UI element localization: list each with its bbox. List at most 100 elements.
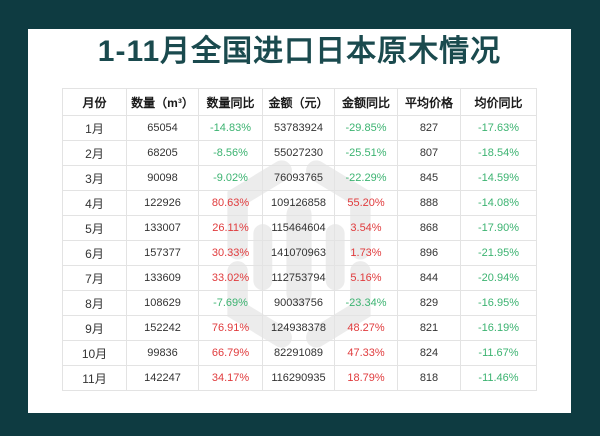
amount-yoy-cell: 5.16% — [334, 265, 398, 291]
import-table: 月份 数量（m³） 数量同比 金额（元） 金额同比 平均价格 均价同比 1月 65054 -14… — [62, 88, 537, 391]
avg-price-cell: 896 — [397, 240, 461, 266]
amount-cell: 109126858 — [262, 190, 335, 216]
avg-price-yoy-cell: -18.54% — [460, 140, 537, 166]
table-row: 6月 157377 30.33% 141070963 1.73% 896 -21.95% — [62, 240, 537, 266]
amount-cell: 124938378 — [262, 315, 335, 341]
page-title: 1-11月全国进口日本原木情况 — [97, 35, 502, 68]
avg-price-yoy-cell: -14.08% — [460, 190, 537, 216]
amount-yoy-cell: 47.33% — [334, 340, 398, 366]
quantity-cell: 157377 — [126, 240, 199, 266]
amount-cell: 90033756 — [262, 290, 335, 316]
quantity-cell: 108629 — [126, 290, 199, 316]
avg-price-yoy-cell: -17.90% — [460, 215, 537, 241]
month-cell: 3月 — [62, 165, 127, 191]
avg-price-cell: 888 — [397, 190, 461, 216]
quantity-cell: 90098 — [126, 165, 199, 191]
amount-yoy-cell: -23.34% — [334, 290, 398, 316]
column-header: 金额（元） — [262, 88, 335, 116]
avg-price-cell: 807 — [397, 140, 461, 166]
avg-price-yoy-cell: -20.94% — [460, 265, 537, 291]
amount-cell: 115464604 — [262, 215, 335, 241]
quantity-yoy-cell: 76.91% — [198, 315, 263, 341]
amount-cell: 76093765 — [262, 165, 335, 191]
header-row: 月份 数量（m³） 数量同比 金额（元） 金额同比 平均价格 均价同比 — [62, 88, 537, 116]
table-row: 1月 65054 -14.83% 53783924 -29.85% 827 -17.63% — [62, 115, 537, 141]
month-cell: 6月 — [62, 240, 127, 266]
avg-price-cell: 829 — [397, 290, 461, 316]
amount-yoy-cell: -22.29% — [334, 165, 398, 191]
quantity-yoy-cell: 66.79% — [198, 340, 263, 366]
quantity-yoy-cell: -7.69% — [198, 290, 263, 316]
month-cell: 8月 — [62, 290, 127, 316]
column-header: 月份 — [62, 88, 127, 116]
month-cell: 10月 — [62, 340, 127, 366]
quantity-yoy-cell: 30.33% — [198, 240, 263, 266]
quantity-cell: 142247 — [126, 365, 199, 391]
avg-price-yoy-cell: -11.46% — [460, 365, 537, 391]
table-row: 2月 68205 -8.56% 55027230 -25.51% 807 -18.54% — [62, 140, 537, 166]
column-header: 金额同比 — [334, 88, 398, 116]
avg-price-yoy-cell: -21.95% — [460, 240, 537, 266]
column-header: 平均价格 — [397, 88, 461, 116]
avg-price-cell: 845 — [397, 165, 461, 191]
table-row: 8月 108629 -7.69% 90033756 -23.34% 829 -16.95% — [62, 290, 537, 316]
month-cell: 4月 — [62, 190, 127, 216]
amount-yoy-cell: 18.79% — [334, 365, 398, 391]
quantity-cell: 122926 — [126, 190, 199, 216]
avg-price-yoy-cell: -16.95% — [460, 290, 537, 316]
amount-cell: 55027230 — [262, 140, 335, 166]
month-cell: 2月 — [62, 140, 127, 166]
amount-cell: 112753794 — [262, 265, 335, 291]
quantity-cell: 133007 — [126, 215, 199, 241]
quantity-yoy-cell: -9.02% — [198, 165, 263, 191]
avg-price-cell: 827 — [397, 115, 461, 141]
quantity-yoy-cell: 80.63% — [198, 190, 263, 216]
amount-yoy-cell: 1.73% — [334, 240, 398, 266]
avg-price-yoy-cell: -16.19% — [460, 315, 537, 341]
column-header: 数量同比 — [198, 88, 263, 116]
column-header: 均价同比 — [460, 88, 537, 116]
quantity-cell: 65054 — [126, 115, 199, 141]
avg-price-cell: 818 — [397, 365, 461, 391]
quantity-yoy-cell: -8.56% — [198, 140, 263, 166]
quantity-cell: 152242 — [126, 315, 199, 341]
quantity-yoy-cell: 26.11% — [198, 215, 263, 241]
amount-yoy-cell: 3.54% — [334, 215, 398, 241]
table-container: 月份 数量（m³） 数量同比 金额（元） 金额同比 平均价格 均价同比 1月 65054 -14… — [62, 88, 537, 391]
amount-cell: 141070963 — [262, 240, 335, 266]
table-row: 4月 122926 80.63% 109126858 55.20% 888 -14.08% — [62, 190, 537, 216]
column-header: 数量（m³） — [126, 88, 199, 116]
table-row: 11月 142247 34.17% 116290935 18.79% 818 -11.46% — [62, 365, 537, 391]
month-cell: 1月 — [62, 115, 127, 141]
table-row: 7月 133609 33.02% 112753794 5.16% 844 -20.94% — [62, 265, 537, 291]
avg-price-yoy-cell: -17.63% — [460, 115, 537, 141]
table-row: 10月 99836 66.79% 82291089 47.33% 824 -11.67% — [62, 340, 537, 366]
quantity-cell: 133609 — [126, 265, 199, 291]
quantity-cell: 99836 — [126, 340, 199, 366]
quantity-cell: 68205 — [126, 140, 199, 166]
amount-cell: 82291089 — [262, 340, 335, 366]
avg-price-yoy-cell: -14.59% — [460, 165, 537, 191]
avg-price-cell: 821 — [397, 315, 461, 341]
quantity-yoy-cell: 34.17% — [198, 365, 263, 391]
amount-yoy-cell: 48.27% — [334, 315, 398, 341]
quantity-yoy-cell: 33.02% — [198, 265, 263, 291]
table-row: 3月 90098 -9.02% 76093765 -22.29% 845 -14.59% — [62, 165, 537, 191]
month-cell: 9月 — [62, 315, 127, 341]
month-cell: 11月 — [62, 365, 127, 391]
content-card: 1-11月全国进口日本原木情况 — [28, 29, 571, 413]
amount-yoy-cell: -29.85% — [334, 115, 398, 141]
month-cell: 5月 — [62, 215, 127, 241]
avg-price-yoy-cell: -11.67% — [460, 340, 537, 366]
avg-price-cell: 868 — [397, 215, 461, 241]
amount-yoy-cell: -25.51% — [334, 140, 398, 166]
month-cell: 7月 — [62, 265, 127, 291]
avg-price-cell: 824 — [397, 340, 461, 366]
avg-price-cell: 844 — [397, 265, 461, 291]
amount-yoy-cell: 55.20% — [334, 190, 398, 216]
table-row: 5月 133007 26.11% 115464604 3.54% 868 -17.90% — [62, 215, 537, 241]
quantity-yoy-cell: -14.83% — [198, 115, 263, 141]
amount-cell: 116290935 — [262, 365, 335, 391]
amount-cell: 53783924 — [262, 115, 335, 141]
table-row: 9月 152242 76.91% 124938378 48.27% 821 -16.19% — [62, 315, 537, 341]
